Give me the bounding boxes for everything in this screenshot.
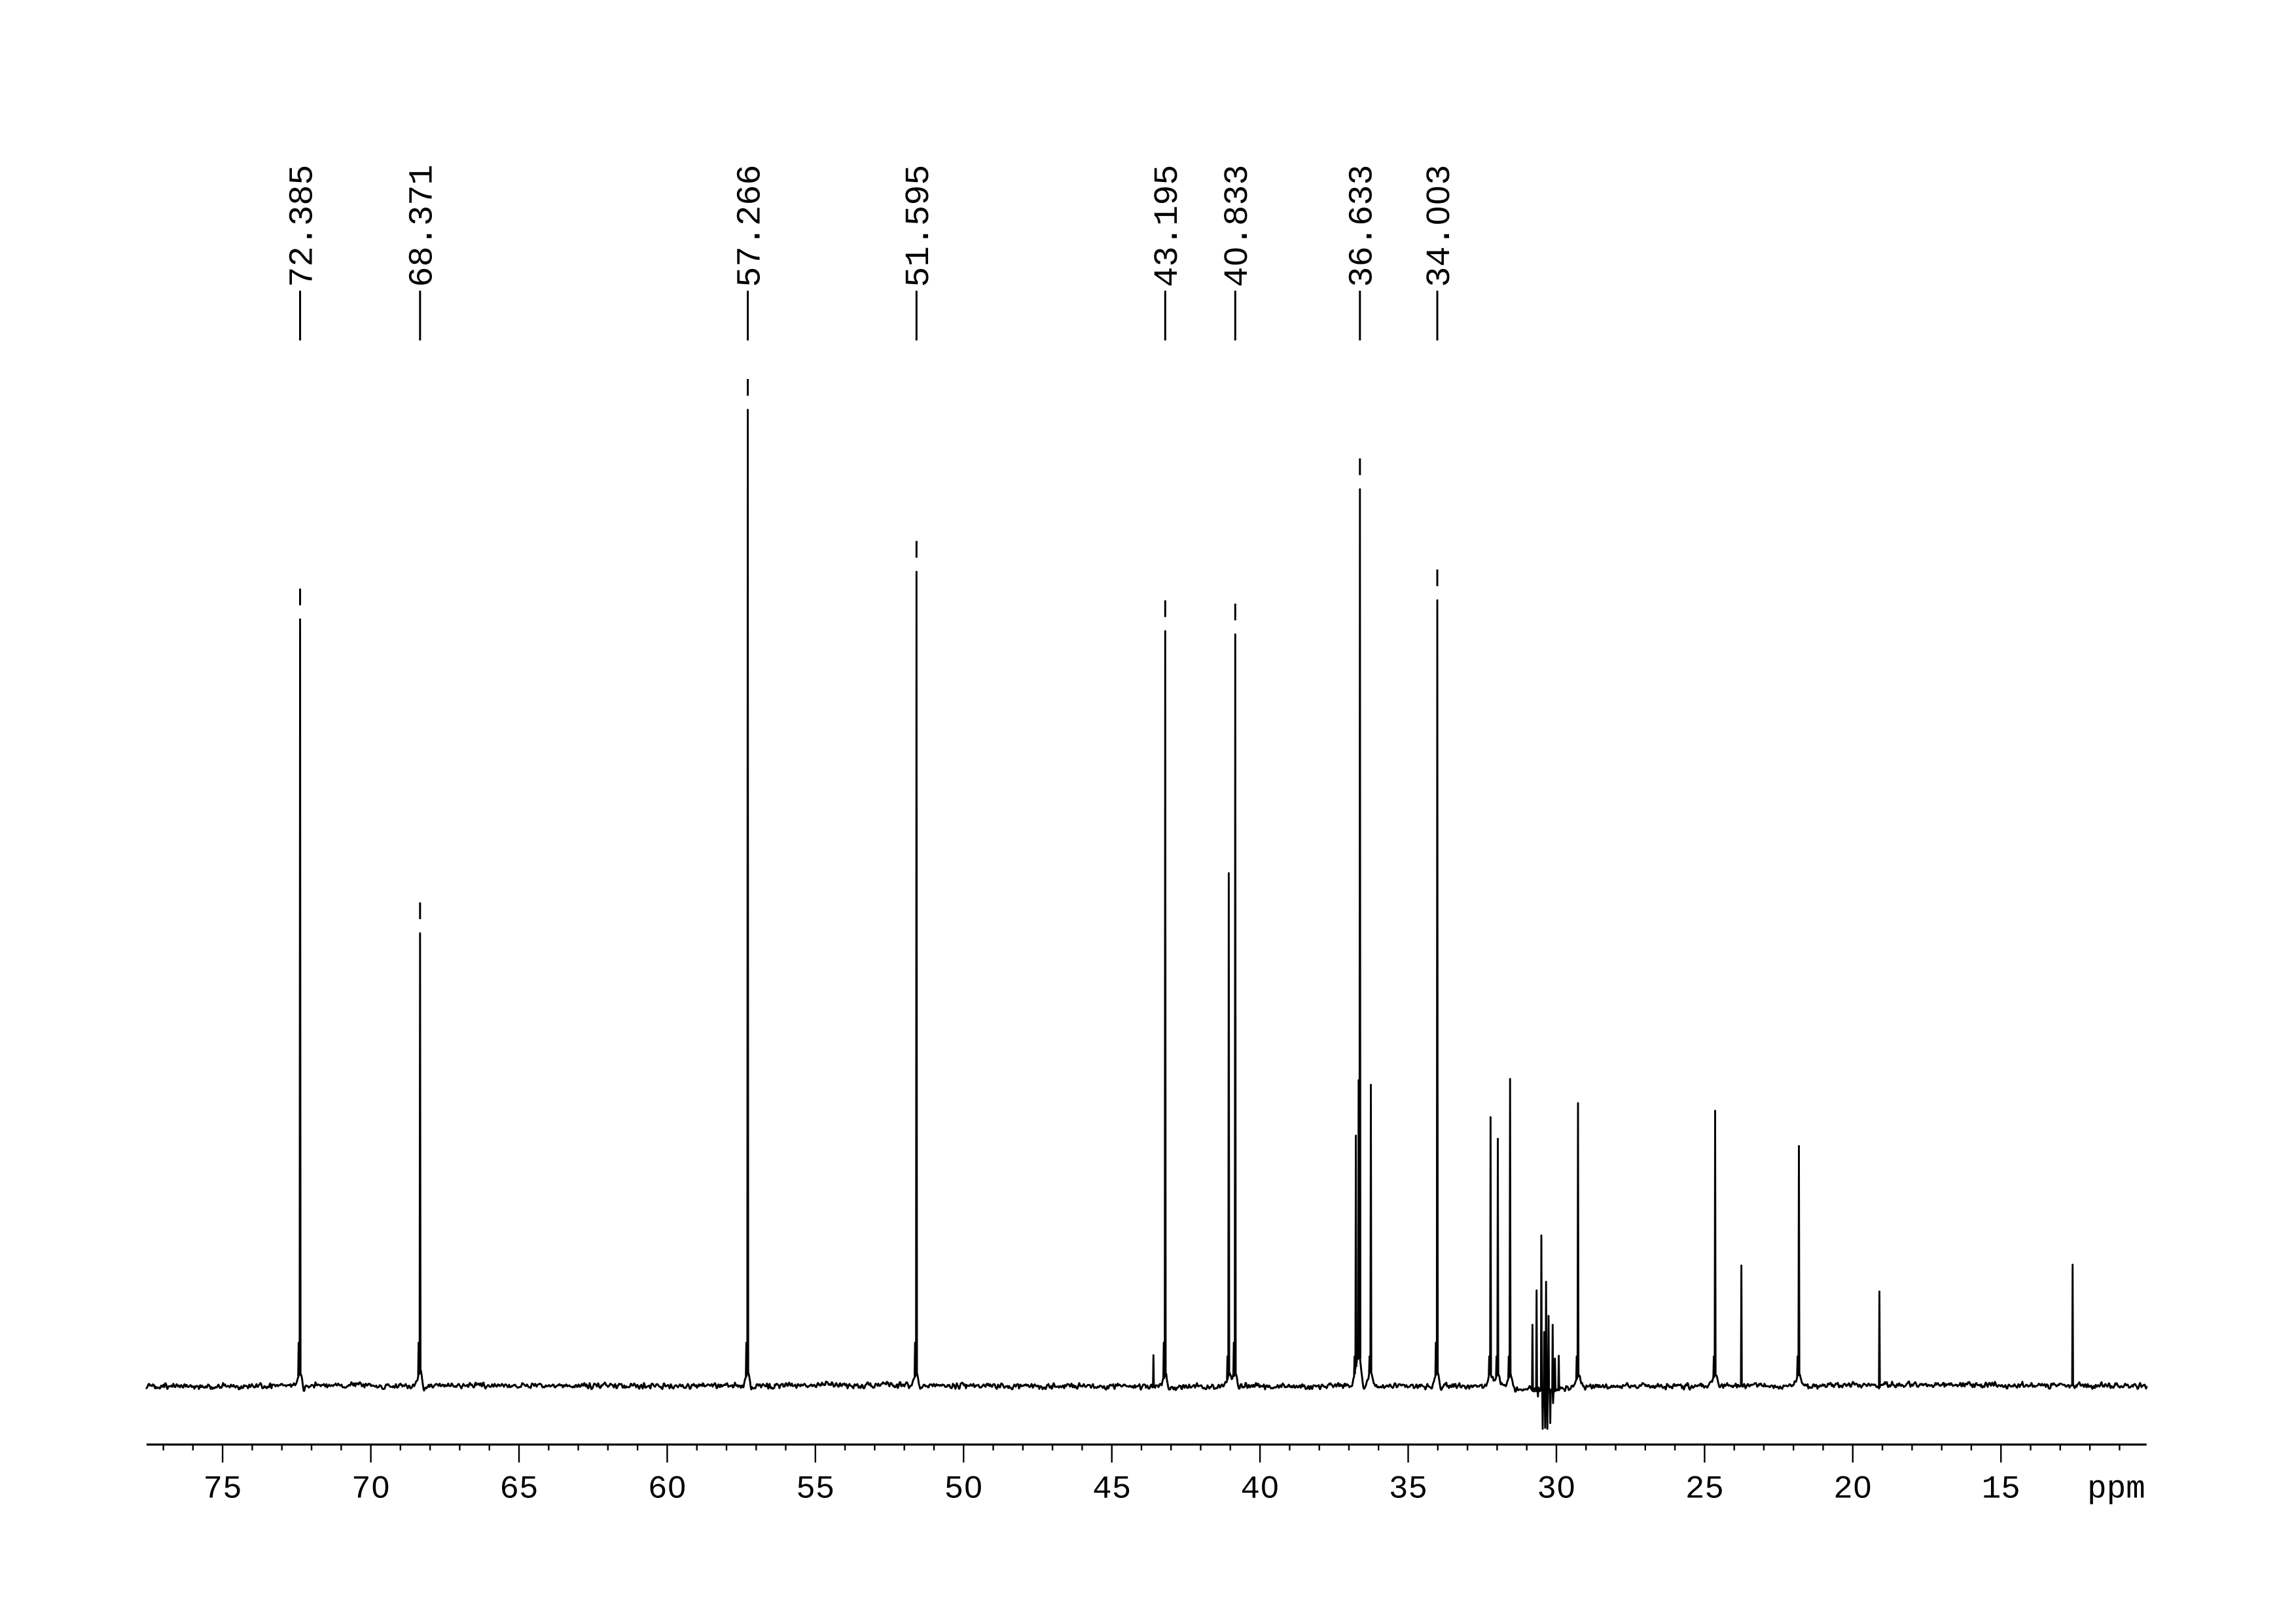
svg-text:15: 15 (1982, 1471, 2020, 1508)
svg-text:30: 30 (1537, 1471, 1575, 1508)
svg-text:40.833: 40.833 (1219, 164, 1257, 287)
svg-text:35: 35 (1389, 1471, 1427, 1508)
svg-text:55: 55 (796, 1471, 834, 1508)
svg-text:70: 70 (351, 1471, 390, 1508)
svg-text:68.371: 68.371 (404, 164, 442, 287)
svg-text:51.595: 51.595 (900, 164, 939, 287)
svg-text:60: 60 (648, 1471, 687, 1508)
svg-text:ppm: ppm (2087, 1471, 2145, 1508)
svg-text:57.266: 57.266 (731, 164, 770, 287)
svg-text:25: 25 (1685, 1471, 1724, 1508)
svg-text:20: 20 (1833, 1471, 1872, 1508)
svg-text:43.195: 43.195 (1149, 164, 1187, 287)
svg-text:72.385: 72.385 (283, 164, 322, 287)
svg-text:45: 45 (1092, 1471, 1131, 1508)
svg-text:65: 65 (499, 1471, 538, 1508)
svg-text:75: 75 (204, 1471, 242, 1508)
svg-text:36.633: 36.633 (1344, 164, 1382, 287)
svg-text:50: 50 (944, 1471, 983, 1508)
svg-text:40: 40 (1241, 1471, 1280, 1508)
svg-text:34.003: 34.003 (1421, 164, 1460, 287)
